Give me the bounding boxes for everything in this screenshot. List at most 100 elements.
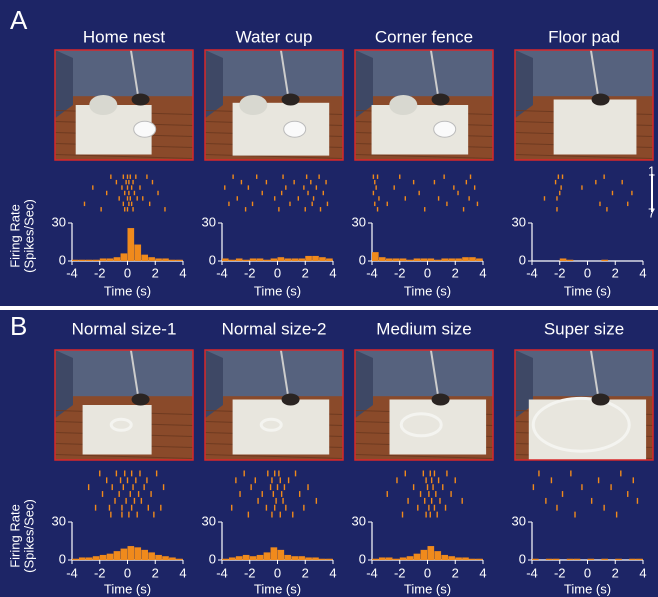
bar [476, 558, 483, 560]
bar [469, 257, 476, 261]
photo-border [514, 49, 654, 161]
bar [78, 259, 86, 261]
photo-nest [89, 95, 118, 115]
x-tick-label: 4 [639, 265, 646, 280]
y-tick-label: 0 [359, 551, 366, 566]
bar [566, 259, 574, 261]
photo-wall-side [515, 50, 533, 119]
bar [127, 228, 135, 261]
x-tick-label: 4 [179, 565, 186, 580]
y-tick-label: 0 [519, 551, 526, 566]
bar [155, 258, 162, 261]
photo-cup [133, 120, 157, 138]
x-tick-label: -4 [366, 265, 378, 280]
x-tick-label: 4 [479, 265, 486, 280]
photo-wall [205, 350, 343, 397]
bar [235, 258, 243, 261]
bar [222, 558, 229, 560]
photo-border [204, 349, 344, 461]
chart-title: Home nest [83, 27, 165, 46]
photo-ring [259, 417, 283, 432]
bar [462, 557, 469, 560]
photo-cup [433, 120, 457, 138]
bar [92, 556, 100, 560]
x-tick-label: -2 [244, 265, 256, 280]
photo-ring [109, 417, 133, 432]
bar [399, 258, 407, 261]
photo [204, 49, 344, 161]
photo-nest [389, 95, 418, 115]
chart-title: Normal size-2 [222, 319, 327, 338]
x-tick-label: 2 [152, 265, 159, 280]
photo-wall-side [55, 50, 73, 119]
bar [312, 557, 319, 560]
x-tick-label: 0 [274, 265, 281, 280]
photo-cup [283, 120, 307, 138]
bar [222, 258, 229, 261]
x-tick-label: 4 [329, 265, 336, 280]
bar [566, 558, 574, 560]
bar [242, 554, 250, 560]
chart-title: Medium size [376, 319, 471, 338]
x-axis-label: Time (s) [564, 581, 611, 596]
x-tick-label: 2 [152, 565, 159, 580]
photo-plank [204, 154, 344, 159]
photo-cable [129, 49, 139, 95]
bar [420, 258, 428, 261]
bar [319, 558, 326, 560]
photo [54, 349, 194, 461]
bar [455, 258, 462, 261]
photo-pad [553, 99, 637, 155]
x-tick-label: -4 [66, 265, 78, 280]
y-tick-label: 0 [59, 551, 66, 566]
bar [413, 258, 421, 261]
y-tick-label: 30 [52, 214, 66, 229]
bar [169, 557, 176, 560]
bar [92, 259, 100, 261]
bar [319, 257, 326, 261]
bar [134, 244, 142, 261]
bar [399, 557, 407, 560]
bar [615, 558, 622, 560]
bar [242, 259, 250, 261]
bar [113, 257, 121, 261]
x-tick-label: 2 [302, 565, 309, 580]
x-tick-label: 4 [329, 565, 336, 580]
bar [120, 253, 128, 261]
photo-wall [515, 350, 653, 397]
bar [99, 554, 107, 560]
bar [392, 558, 400, 560]
y-tick-label: 30 [352, 214, 366, 229]
photo-plank [354, 454, 494, 459]
x-tick-label: -4 [216, 265, 228, 280]
chart-title: Corner fence [375, 27, 473, 46]
trial-label: 7 [648, 205, 655, 220]
x-tick-label: 2 [612, 565, 619, 580]
bar [162, 556, 169, 560]
photo-cable [129, 349, 139, 395]
bar [413, 553, 421, 560]
photo-wall-side [515, 350, 533, 419]
photo [54, 49, 194, 161]
photo-rat [281, 93, 300, 106]
bar [385, 258, 393, 261]
x-tick-label: -2 [554, 565, 566, 580]
photo-wall [355, 50, 493, 97]
bar [270, 258, 278, 261]
x-tick-label: -2 [394, 265, 406, 280]
x-tick-label: 2 [452, 265, 459, 280]
x-tick-label: -2 [94, 565, 106, 580]
photo-cable [429, 349, 439, 395]
bar [372, 252, 379, 261]
y-tick-label: 0 [59, 252, 66, 267]
photo-border [204, 49, 344, 161]
bar [392, 258, 400, 261]
x-tick-label: 0 [584, 265, 591, 280]
bar [420, 549, 428, 560]
bar [113, 551, 121, 560]
bar [372, 558, 379, 560]
bar [249, 258, 257, 261]
x-tick-label: -2 [244, 565, 256, 580]
x-tick-label: -4 [66, 565, 78, 580]
